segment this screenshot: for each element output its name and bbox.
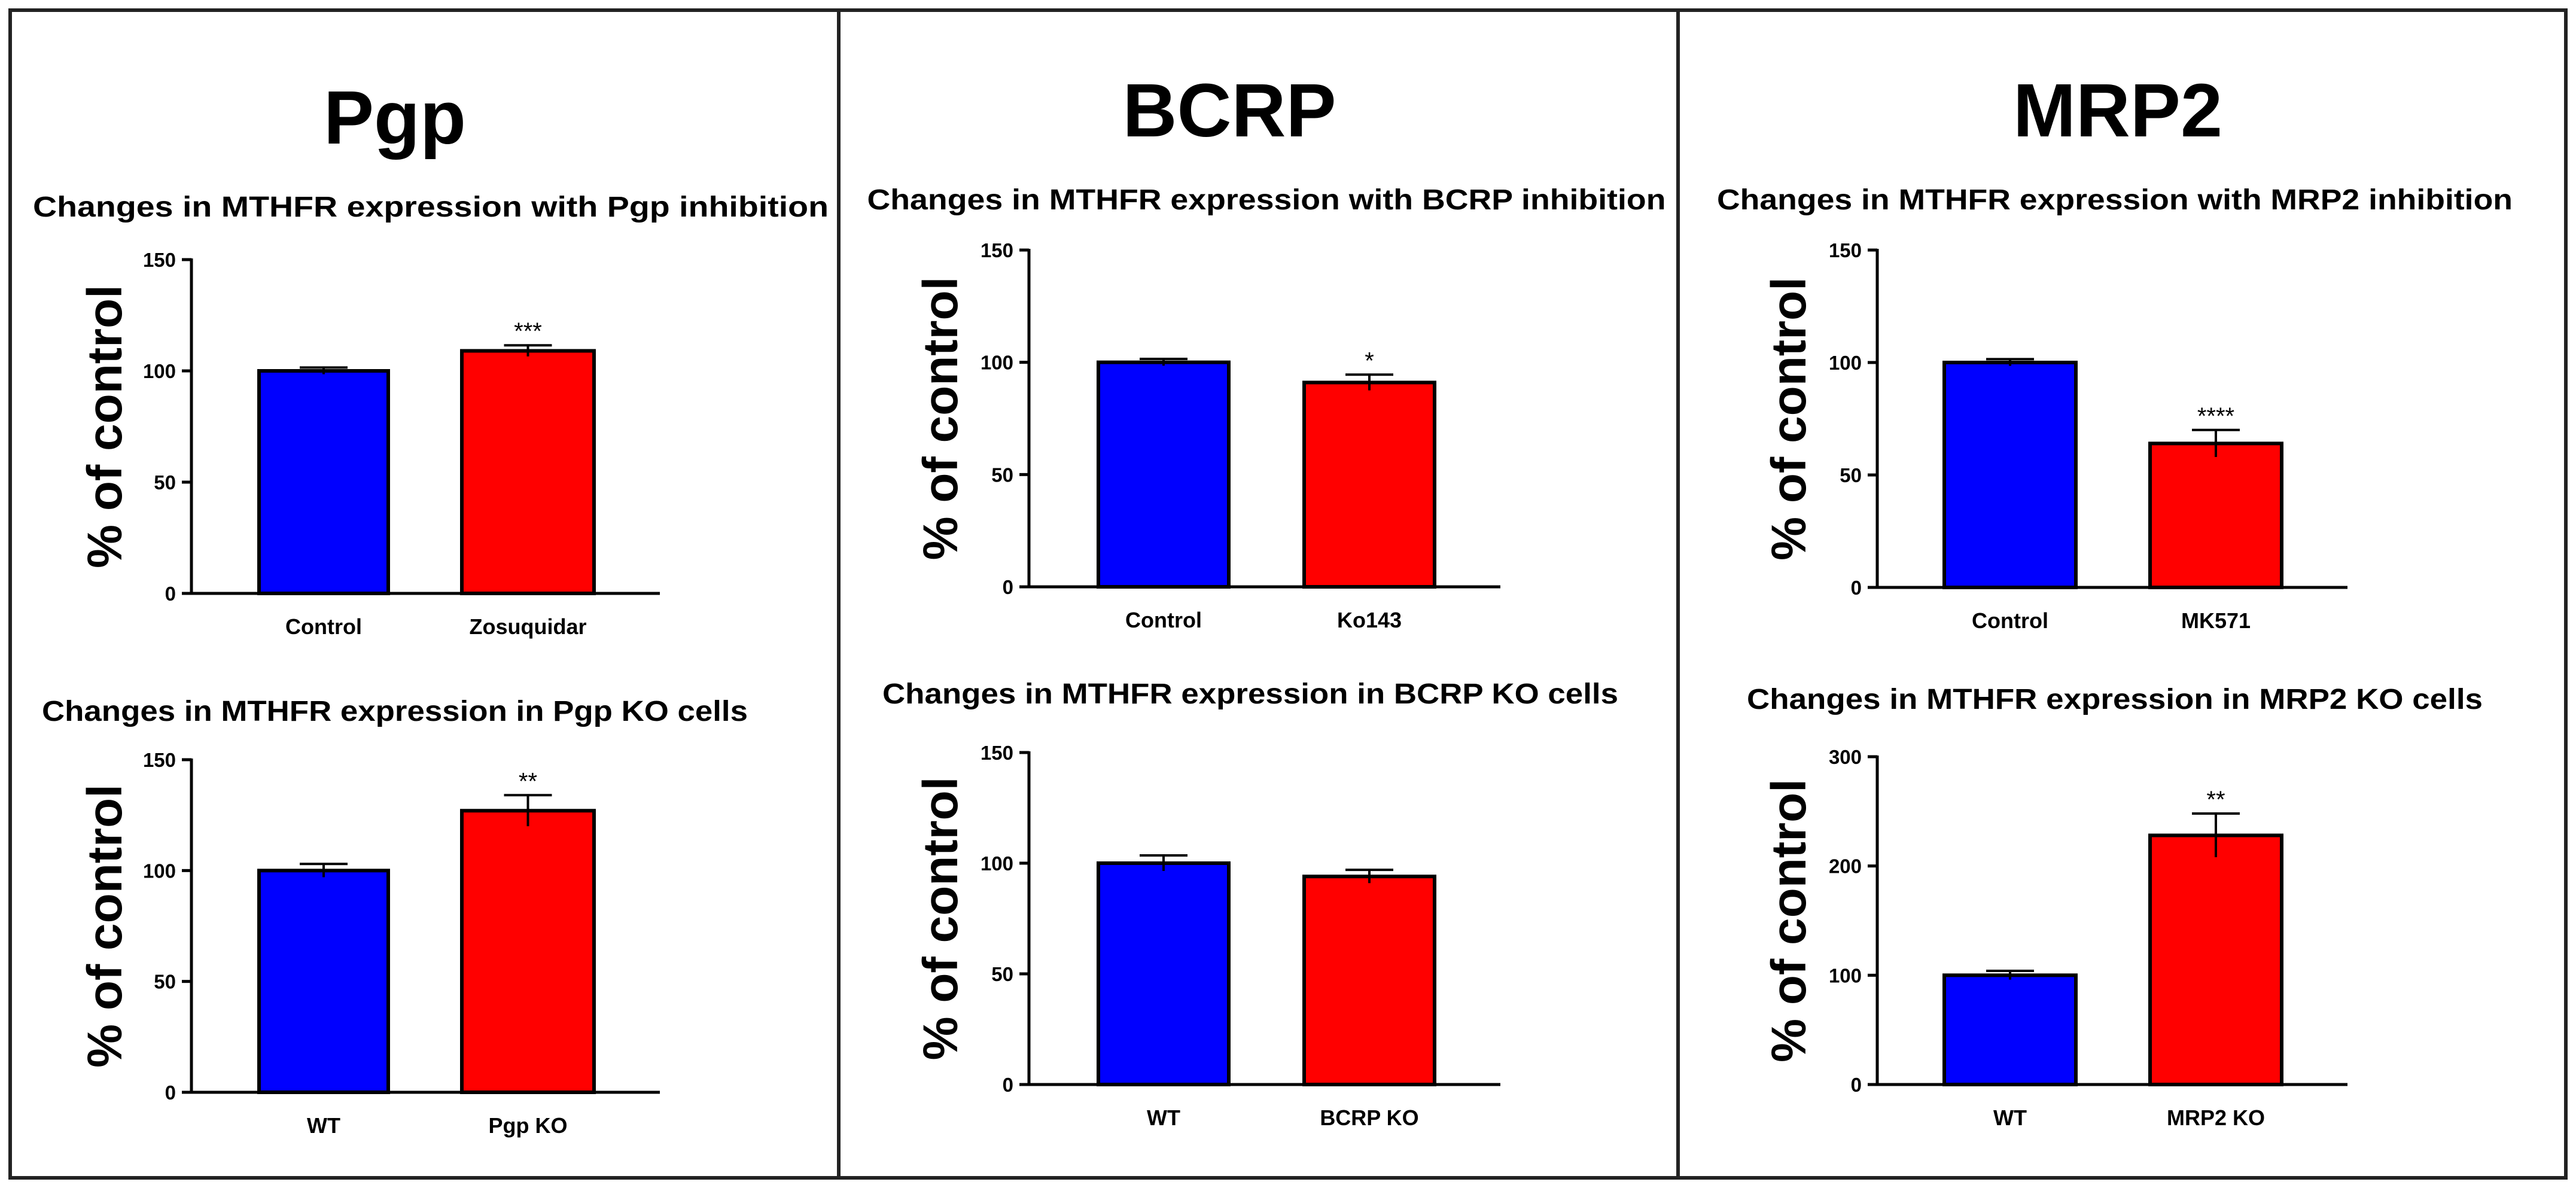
y-axis-label: % of control [78,285,132,568]
y-tick-label: 50 [991,464,1013,486]
bar-mrp2-ko [2148,833,2283,1087]
y-tick-label: 100 [1829,352,1862,374]
y-tick-label: 150 [1829,239,1862,261]
category-label: Control [285,614,362,639]
bar-ko143 [1302,380,1436,589]
y-tick-label: 0 [1851,577,1862,599]
y-axis-label: % of control [1762,277,1816,561]
significance-marker: ** [519,768,537,794]
significance-marker: * [1365,348,1374,374]
category-label: Control [1125,608,1202,632]
category-label: MRP2 KO [2167,1105,2265,1130]
y-tick-label: 150 [143,749,176,771]
significance-marker: ** [2206,787,2225,813]
bar-wt [1942,973,2078,1087]
y-tick-label: 150 [981,239,1013,261]
y-tick-label: 100 [981,352,1013,374]
bar-mk571 [2148,441,2283,589]
panel-title-mrp2: MRP2 [2013,68,2222,153]
y-tick-label: 0 [1003,576,1013,598]
y-tick-label: 50 [1840,464,1862,486]
chart-title: Changes in MTHFR expression in BCRP KO c… [882,678,1618,710]
chart-title: Changes in MTHFR expression with Pgp inh… [33,191,829,223]
chart-title: Changes in MTHFR expression in Pgp KO ce… [42,696,748,727]
category-label: Ko143 [1337,608,1402,632]
category-label: BCRP KO [1320,1105,1418,1130]
significance-marker: *** [514,318,542,345]
figure-border [8,8,2568,1180]
y-tick-label: 0 [1003,1074,1013,1096]
bar-control [257,369,390,595]
bar-control [1942,361,2078,589]
category-label: MK571 [2181,608,2251,633]
bar-control [1097,360,1231,589]
y-tick-label: 150 [981,742,1013,764]
y-tick-label: 300 [1829,746,1862,768]
y-axis-label: % of control [914,277,968,561]
category-label: WT [1147,1105,1180,1130]
y-tick-label: 50 [154,971,176,993]
chart-mrp2-inhibition: Changes in MTHFR expression with MRP2 in… [1717,184,2513,633]
chart-pgp-inhibition: Changes in MTHFR expression with Pgp inh… [33,191,829,639]
y-tick-label: 200 [1829,855,1862,878]
bar-pgp-ko [460,809,596,1094]
chart-title: Changes in MTHFR expression in MRP2 KO c… [1747,684,2483,715]
chart-bcrp-inhibition: Changes in MTHFR expression with BCRP in… [867,184,1666,632]
y-axis-label: % of control [1762,779,1816,1062]
category-label: WT [307,1113,340,1138]
category-label: WT [1993,1105,2027,1130]
bar-bcrp-ko [1302,875,1436,1086]
chart-title: Changes in MTHFR expression with BCRP in… [867,184,1666,216]
y-tick-label: 150 [143,249,176,271]
chart-title: Changes in MTHFR expression with MRP2 in… [1717,184,2513,216]
y-tick-label: 0 [165,1082,176,1104]
y-tick-label: 100 [1829,964,1862,986]
chart-mrp2-ko: Changes in MTHFR expression in MRP2 KO c… [1747,684,2483,1130]
bar-wt [1097,861,1231,1086]
bar-wt [257,869,390,1095]
significance-marker: **** [2197,403,2234,429]
y-tick-label: 100 [981,852,1013,875]
y-axis-label: % of control [914,777,968,1061]
y-tick-label: 0 [1851,1074,1862,1096]
y-tick-label: 100 [143,360,176,382]
y-axis-label: % of control [78,784,132,1068]
category-label: Zosuquidar [470,614,587,639]
y-tick-label: 50 [991,963,1013,985]
y-tick-label: 50 [154,471,176,494]
bar-zosuquidar [460,349,596,596]
category-label: Control [1972,608,2048,633]
chart-bcrp-ko: Changes in MTHFR expression in BCRP KO c… [882,678,1618,1130]
category-label: Pgp KO [489,1113,568,1138]
panel-title-bcrp: BCRP [1122,68,1336,153]
y-tick-label: 0 [165,583,176,605]
y-tick-label: 100 [143,860,176,882]
panel-title-pgp: Pgp [324,75,466,160]
chart-pgp-ko: Changes in MTHFR expression in Pgp KO ce… [42,696,748,1138]
